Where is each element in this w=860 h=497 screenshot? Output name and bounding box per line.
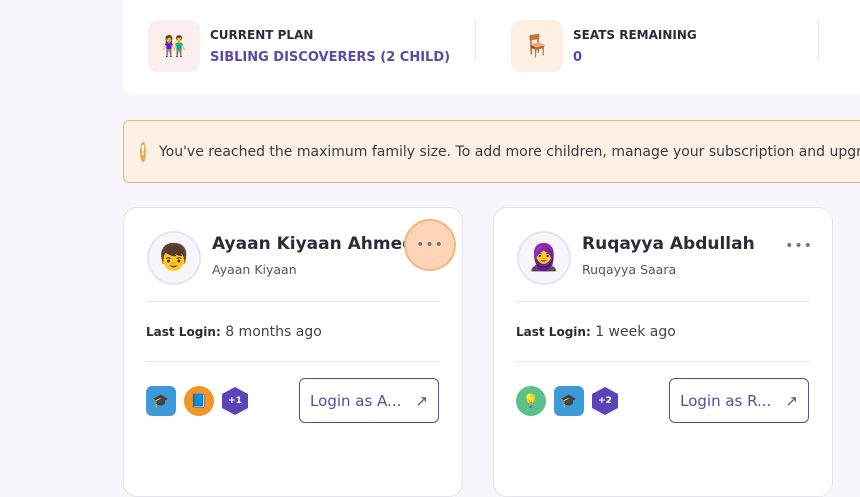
- family-size-alert: ! You've reached the maximum family size…: [123, 120, 860, 183]
- seats-remaining-value: 0: [573, 49, 583, 65]
- current-plan-value: SIBLING DISCOVERERS (2 CHILD): [210, 49, 451, 65]
- more-badges-count: +1: [222, 387, 248, 415]
- divider: [146, 361, 440, 362]
- current-plan-stat: 👫 CURRENT PLAN SIBLING DISCOVERERS (2 CH…: [148, 20, 450, 72]
- divider: [516, 301, 810, 302]
- login-as-child-button[interactable]: Login as A... ↗: [299, 378, 439, 423]
- lightbulb-badge-icon: 💡: [516, 386, 546, 416]
- more-options-button[interactable]: •••: [404, 219, 456, 271]
- child-username: Ayaan Kiyaan: [212, 262, 297, 277]
- last-login: Last Login: 1 week ago: [516, 324, 676, 340]
- avatar: 🧕: [517, 231, 571, 285]
- graduation-badge-icon: 🎓: [146, 386, 176, 416]
- exclamation-icon: !: [140, 141, 146, 162]
- child-name: Ayaan Kiyaan Ahmed: [212, 234, 415, 254]
- seats-remaining-label: SEATS REMAINING: [573, 27, 697, 42]
- badges: 💡 🎓 +2: [516, 386, 618, 416]
- badges: 🎓 📘 +1: [146, 386, 248, 416]
- current-plan-label: CURRENT PLAN: [210, 27, 314, 42]
- child-username: Ruqayya Saara: [582, 262, 677, 277]
- desk-chair-icon: 🪑: [511, 20, 563, 72]
- child-name: Ruqayya Abdullah: [582, 234, 755, 254]
- siblings-icon: 👫: [148, 20, 200, 72]
- graduation-badge-icon: 🎓: [554, 386, 584, 416]
- divider: [146, 301, 440, 302]
- divider: [516, 361, 810, 362]
- external-arrow-icon: ↗: [415, 391, 428, 410]
- alert-text: You've reached the maximum family size. …: [158, 143, 860, 160]
- child-card: 👦 Ayaan Kiyaan Ahmed Ayaan Kiyaan ••• La…: [123, 207, 463, 497]
- more-options-button[interactable]: •••: [785, 238, 813, 254]
- last-login: Last Login: 8 months ago: [146, 324, 322, 340]
- avatar: 👦: [147, 231, 201, 285]
- notebook-badge-icon: 📘: [184, 386, 214, 416]
- seats-remaining-stat: 🪑 SEATS REMAINING 0: [511, 20, 697, 72]
- login-as-child-button[interactable]: Login as R... ↗: [669, 378, 809, 423]
- divider: [818, 20, 819, 60]
- external-arrow-icon: ↗: [785, 391, 798, 410]
- plan-summary: 👫 CURRENT PLAN SIBLING DISCOVERERS (2 CH…: [123, 0, 860, 95]
- more-badges-count: +2: [592, 387, 618, 415]
- child-card: 🧕 Ruqayya Abdullah Ruqayya Saara ••• Las…: [493, 207, 833, 497]
- divider: [475, 20, 476, 60]
